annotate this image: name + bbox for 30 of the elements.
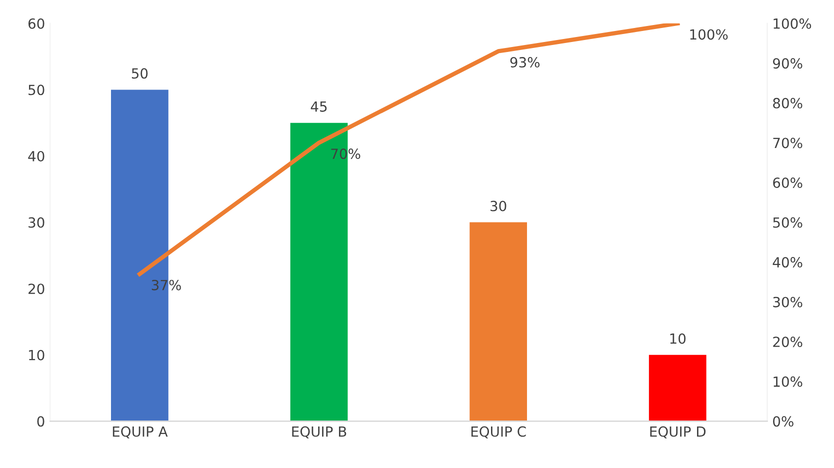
data-label: 45 bbox=[310, 102, 327, 112]
bar bbox=[648, 354, 706, 422]
data-label: 30 bbox=[490, 200, 506, 212]
data-label: 93% bbox=[510, 57, 540, 68]
y2-tick-label: 10% bbox=[774, 376, 802, 387]
y2-tick-label: 50% bbox=[773, 217, 802, 228]
y2-tick-label: 90% bbox=[773, 58, 802, 69]
y-tick-label: 10 bbox=[29, 350, 44, 360]
y-tick-label: 0 bbox=[37, 416, 44, 427]
x-tick-label: EQUIP A bbox=[112, 426, 168, 438]
y2-tick-label: 60% bbox=[773, 177, 802, 188]
y2-tick-label: 80% bbox=[773, 98, 802, 108]
y2-tick-label: 20% bbox=[773, 336, 802, 348]
y2-tick-label: 0% bbox=[773, 416, 794, 427]
data-label: 100% bbox=[690, 29, 728, 40]
y2-tick-label: 40% bbox=[772, 257, 802, 268]
x-tick-label: EQUIP D bbox=[650, 426, 706, 438]
y-tick-label: 40 bbox=[28, 150, 44, 162]
y2-tick-label: 70% bbox=[773, 138, 802, 148]
x-tick-label: EQUIP B bbox=[292, 426, 346, 438]
y-tick-label: 30 bbox=[28, 217, 44, 228]
data-label: 50 bbox=[132, 68, 148, 79]
y-tick-label: 20 bbox=[28, 284, 44, 294]
y-tick-label: 60 bbox=[28, 18, 44, 29]
x-tick-label: EQUIP C bbox=[471, 426, 526, 438]
data-label: 10 bbox=[670, 333, 686, 344]
y2-tick-label: 100% bbox=[774, 18, 812, 29]
y2-tick-label: 30% bbox=[773, 296, 802, 308]
y-tick-label: 50 bbox=[28, 84, 44, 96]
bar bbox=[470, 222, 528, 422]
